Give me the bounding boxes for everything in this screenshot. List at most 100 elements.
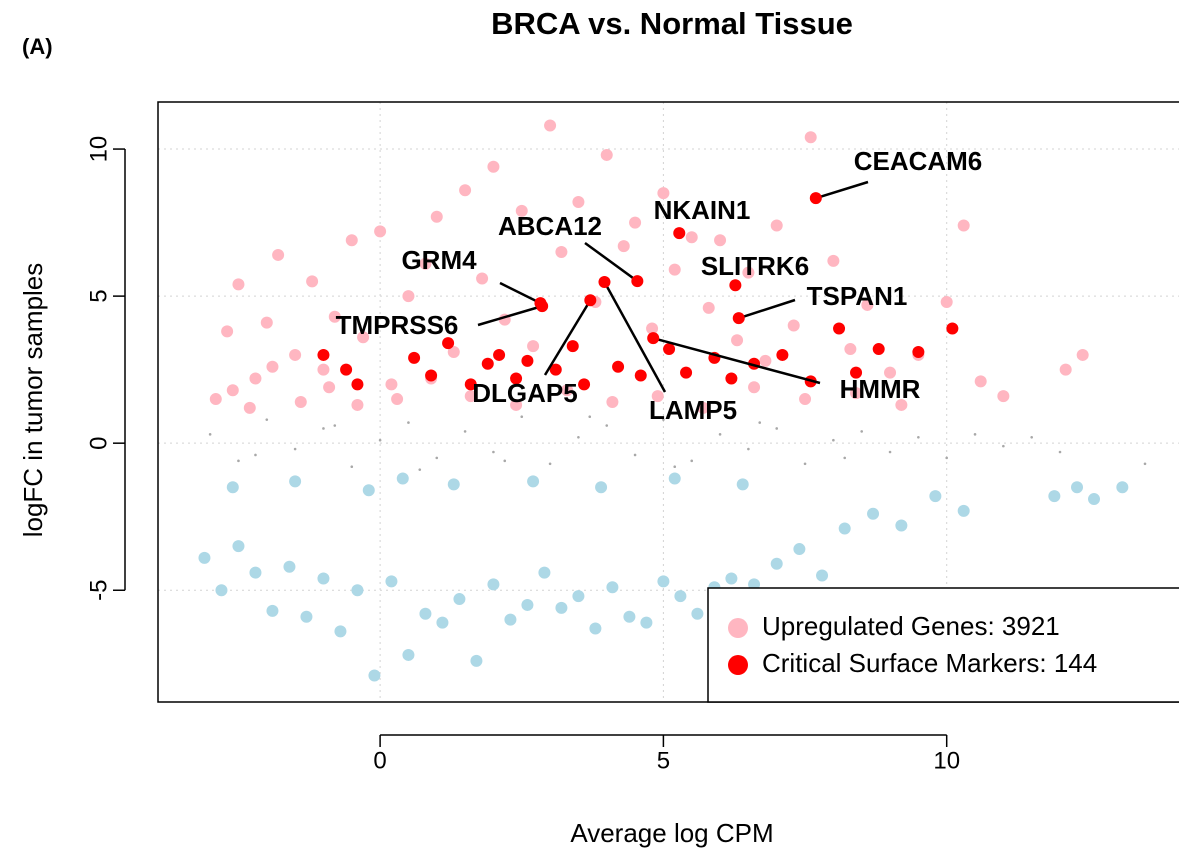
- point: [538, 566, 551, 579]
- point: [850, 366, 863, 379]
- chart-title: BRCA vs. Normal Tissue: [491, 6, 853, 41]
- annotated-point: [647, 332, 660, 345]
- point: [758, 421, 762, 424]
- point: [888, 450, 892, 454]
- point: [510, 398, 523, 411]
- annotation-leader: [543, 299, 592, 376]
- point: [521, 598, 534, 611]
- point: [974, 375, 987, 388]
- point: [221, 325, 234, 338]
- x-tick-label: 5: [657, 747, 670, 774]
- point: [600, 148, 613, 161]
- point: [504, 613, 517, 626]
- point: [544, 119, 557, 132]
- point: [549, 363, 562, 376]
- legend: Upregulated Genes: 3921 Critical Surface …: [707, 587, 1179, 703]
- point: [685, 231, 698, 244]
- point: [294, 396, 307, 408]
- point: [640, 616, 653, 629]
- point: [418, 468, 422, 471]
- point: [503, 459, 507, 463]
- point: [844, 343, 857, 356]
- point: [447, 346, 460, 358]
- point: [629, 216, 642, 229]
- point: [419, 257, 432, 270]
- point: [633, 453, 637, 457]
- point: [793, 543, 806, 556]
- annotated-point: [809, 192, 822, 205]
- point: [215, 584, 228, 597]
- point: [816, 569, 829, 582]
- annotation-leader: [652, 336, 821, 385]
- annotated-point: [584, 294, 597, 307]
- point: [492, 450, 495, 454]
- point: [254, 453, 257, 457]
- point: [1059, 363, 1072, 376]
- point: [725, 372, 738, 385]
- point: [407, 421, 410, 424]
- point: [237, 459, 240, 463]
- point: [787, 319, 800, 332]
- point: [345, 234, 358, 247]
- point: [266, 360, 279, 373]
- point: [725, 572, 738, 585]
- y-tick-label: -5: [85, 580, 112, 601]
- point: [623, 610, 636, 623]
- point: [357, 331, 370, 344]
- point: [435, 456, 439, 460]
- point: [742, 266, 755, 279]
- point: [736, 478, 749, 491]
- annotation-label: DLGAP5: [472, 378, 577, 408]
- point: [548, 462, 552, 466]
- point: [272, 248, 285, 261]
- point: [283, 560, 296, 573]
- point: [243, 401, 256, 414]
- point: [351, 398, 364, 411]
- point: [447, 478, 460, 491]
- point: [300, 610, 313, 623]
- point: [940, 296, 953, 308]
- point: [651, 390, 664, 403]
- point: [690, 459, 694, 463]
- point: [520, 415, 524, 419]
- point: [799, 393, 812, 406]
- point: [833, 322, 846, 335]
- point: [481, 357, 494, 370]
- point: [521, 354, 534, 367]
- point: [718, 433, 722, 436]
- point: [317, 572, 330, 585]
- annotation-leader: [584, 241, 639, 283]
- point: [843, 456, 847, 460]
- point: [425, 369, 438, 382]
- point: [657, 575, 670, 588]
- point: [945, 456, 948, 460]
- point: [555, 601, 568, 614]
- point: [306, 275, 319, 288]
- point: [459, 184, 472, 197]
- point: [464, 378, 477, 391]
- point: [668, 263, 681, 276]
- point: [657, 187, 670, 200]
- point: [895, 398, 908, 411]
- annotation-label: TMPRSS6: [336, 310, 459, 340]
- point: [872, 343, 885, 356]
- point: [350, 465, 354, 469]
- annotation-label: LAMP5: [649, 395, 737, 425]
- point: [668, 472, 681, 485]
- point: [463, 430, 467, 433]
- y-tick-label: 0: [85, 436, 112, 449]
- point: [917, 435, 920, 439]
- point: [289, 348, 302, 361]
- point: [1088, 493, 1101, 506]
- point: [884, 366, 897, 379]
- annotation-label: SLITRK6: [701, 251, 809, 281]
- point: [419, 607, 432, 620]
- point: [265, 418, 269, 421]
- point: [1002, 444, 1005, 448]
- point: [442, 337, 455, 350]
- point: [662, 418, 665, 421]
- x-axis-label: Average log CPM: [570, 818, 773, 848]
- point: [470, 654, 483, 667]
- point: [747, 447, 750, 451]
- point: [588, 415, 592, 419]
